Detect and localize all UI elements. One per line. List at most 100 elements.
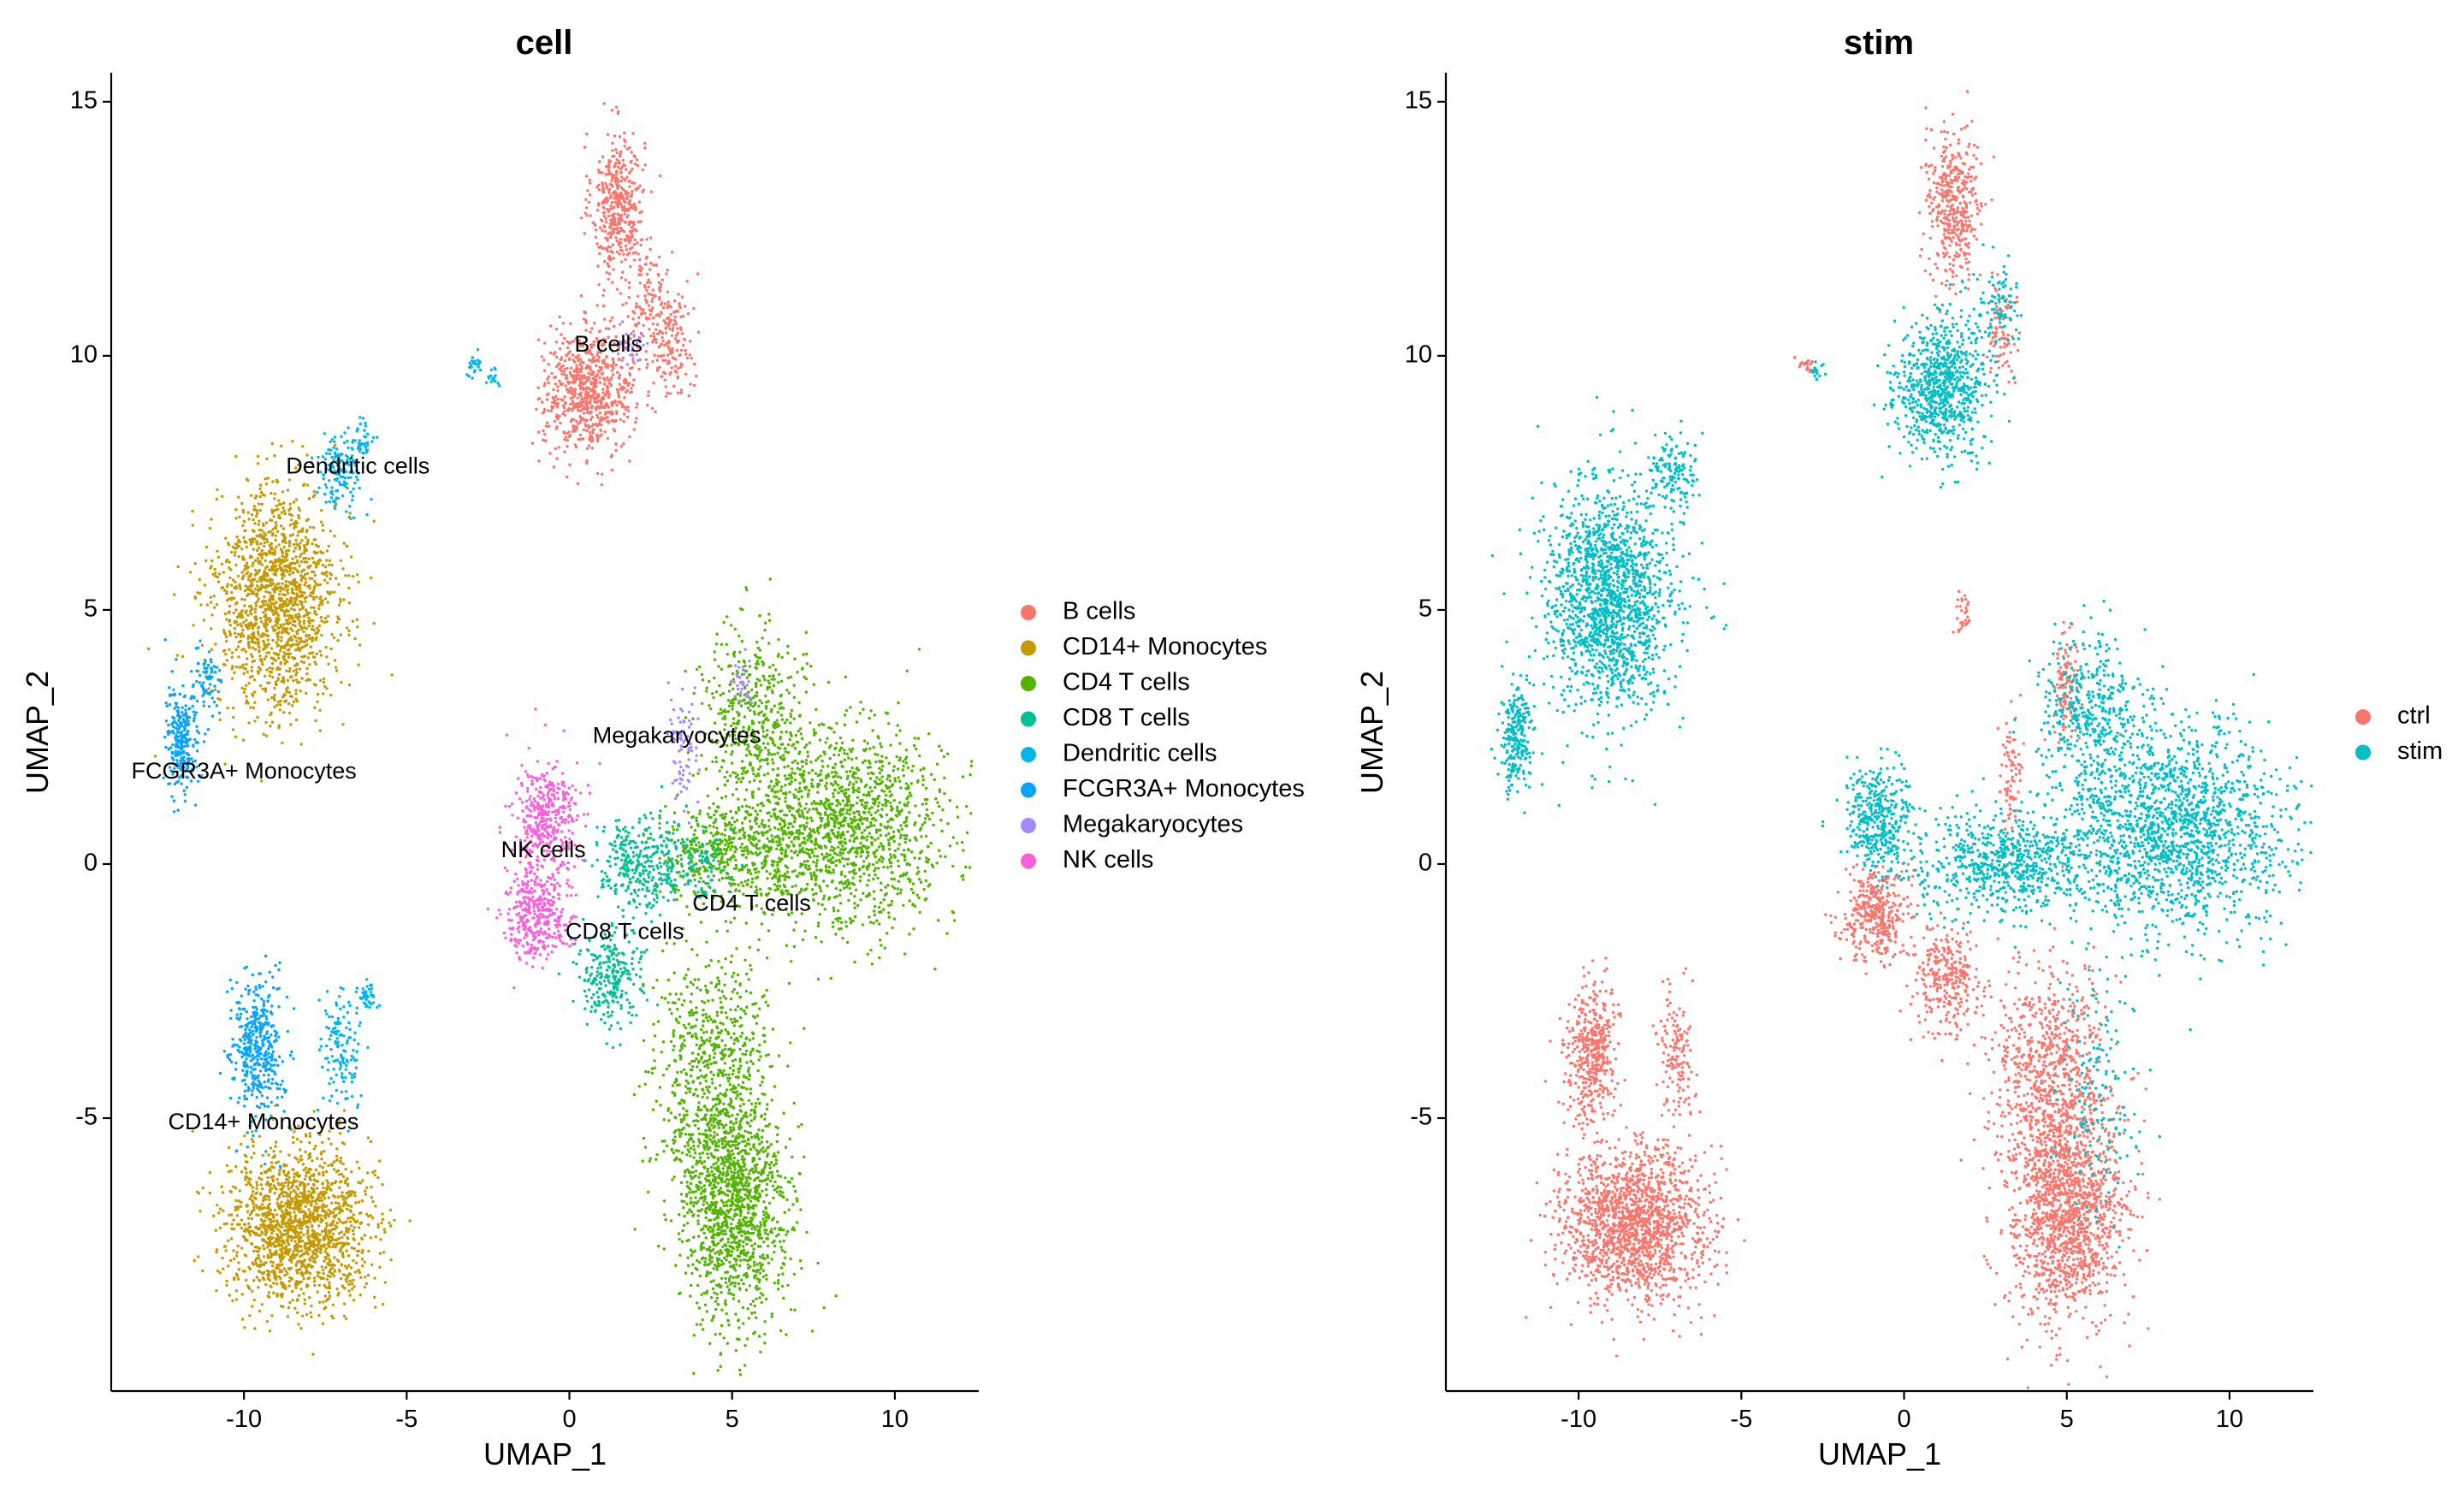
data-point — [299, 595, 302, 598]
data-point — [547, 375, 551, 378]
data-point — [261, 1199, 265, 1202]
data-point — [357, 1226, 361, 1229]
data-point — [584, 198, 588, 201]
data-point — [797, 872, 801, 875]
data-point — [245, 1205, 248, 1208]
data-point — [757, 787, 761, 790]
data-point — [865, 850, 869, 854]
data-point — [601, 371, 605, 376]
data-point — [613, 134, 617, 138]
data-point — [333, 1256, 336, 1259]
data-point — [303, 1241, 307, 1246]
data-point — [667, 340, 671, 344]
data-point — [628, 371, 631, 376]
data-point — [270, 647, 274, 650]
data-point — [328, 1245, 331, 1249]
data-point — [331, 1194, 335, 1198]
data-point — [220, 562, 224, 566]
data-point — [280, 645, 283, 648]
data-point — [616, 226, 619, 230]
data-point — [226, 706, 229, 710]
data-point — [638, 258, 642, 262]
data-point — [344, 1168, 347, 1171]
data-point — [597, 183, 601, 186]
data-point — [654, 410, 657, 413]
data-point — [607, 169, 610, 172]
data-point — [329, 530, 332, 533]
data-point — [210, 627, 213, 631]
data-point — [250, 494, 253, 497]
data-point — [255, 1187, 258, 1190]
data-point — [832, 753, 836, 757]
data-point — [637, 316, 641, 319]
data-point — [253, 719, 257, 723]
data-point — [547, 392, 550, 396]
data-point — [550, 371, 554, 376]
data-point — [275, 530, 280, 533]
data-point — [672, 299, 677, 303]
data-point — [294, 555, 298, 559]
data-point — [547, 381, 550, 385]
data-point — [319, 1251, 323, 1255]
data-point — [618, 373, 622, 376]
data-point — [212, 1214, 216, 1217]
data-point — [826, 884, 829, 888]
data-point — [276, 1228, 280, 1232]
data-point — [352, 1213, 355, 1217]
data-point — [281, 603, 285, 607]
data-point — [326, 581, 329, 584]
data-point — [587, 200, 590, 204]
data-point — [304, 1211, 307, 1215]
data-point — [346, 1176, 349, 1181]
data-point — [323, 1214, 326, 1217]
data-point — [216, 696, 220, 701]
data-point — [310, 1196, 314, 1199]
data-point — [598, 381, 602, 384]
data-point — [622, 252, 625, 256]
data-point — [230, 1227, 234, 1231]
data-point — [541, 400, 544, 404]
data-point — [300, 1199, 304, 1203]
data-point — [256, 589, 260, 592]
data-point — [263, 571, 266, 575]
data-point — [291, 623, 294, 627]
data-point — [303, 1219, 306, 1223]
data-point — [250, 1156, 253, 1159]
data-point — [265, 537, 269, 541]
data-point — [345, 544, 348, 548]
data-point — [851, 919, 855, 923]
data-point — [598, 160, 601, 163]
data-point — [613, 180, 617, 183]
data-point — [234, 1187, 238, 1190]
data-point — [642, 308, 645, 311]
data-point — [371, 1199, 375, 1204]
data-point — [313, 493, 317, 496]
data-point — [671, 329, 674, 332]
data-point — [626, 238, 630, 242]
data-point — [256, 512, 259, 515]
data-point — [279, 1230, 282, 1234]
data-point — [328, 559, 332, 562]
data-point — [588, 181, 592, 185]
data-point — [666, 316, 671, 320]
data-point — [314, 582, 318, 585]
data-point — [258, 1176, 261, 1180]
data-point — [612, 268, 615, 271]
data-point — [250, 666, 253, 669]
data-point — [913, 856, 916, 860]
data-point — [361, 1179, 364, 1182]
data-point — [660, 375, 663, 378]
data-point — [227, 1239, 230, 1242]
data-point — [622, 441, 625, 446]
data-point — [310, 606, 313, 609]
data-point — [799, 850, 803, 853]
data-point — [303, 1252, 306, 1256]
data-point — [270, 441, 274, 446]
data-point — [357, 663, 360, 666]
data-point — [337, 618, 341, 621]
data-point — [302, 630, 305, 634]
data-point — [838, 786, 842, 790]
data-point — [666, 300, 670, 304]
series-b-cells — [530, 102, 701, 487]
data-point — [644, 358, 648, 362]
